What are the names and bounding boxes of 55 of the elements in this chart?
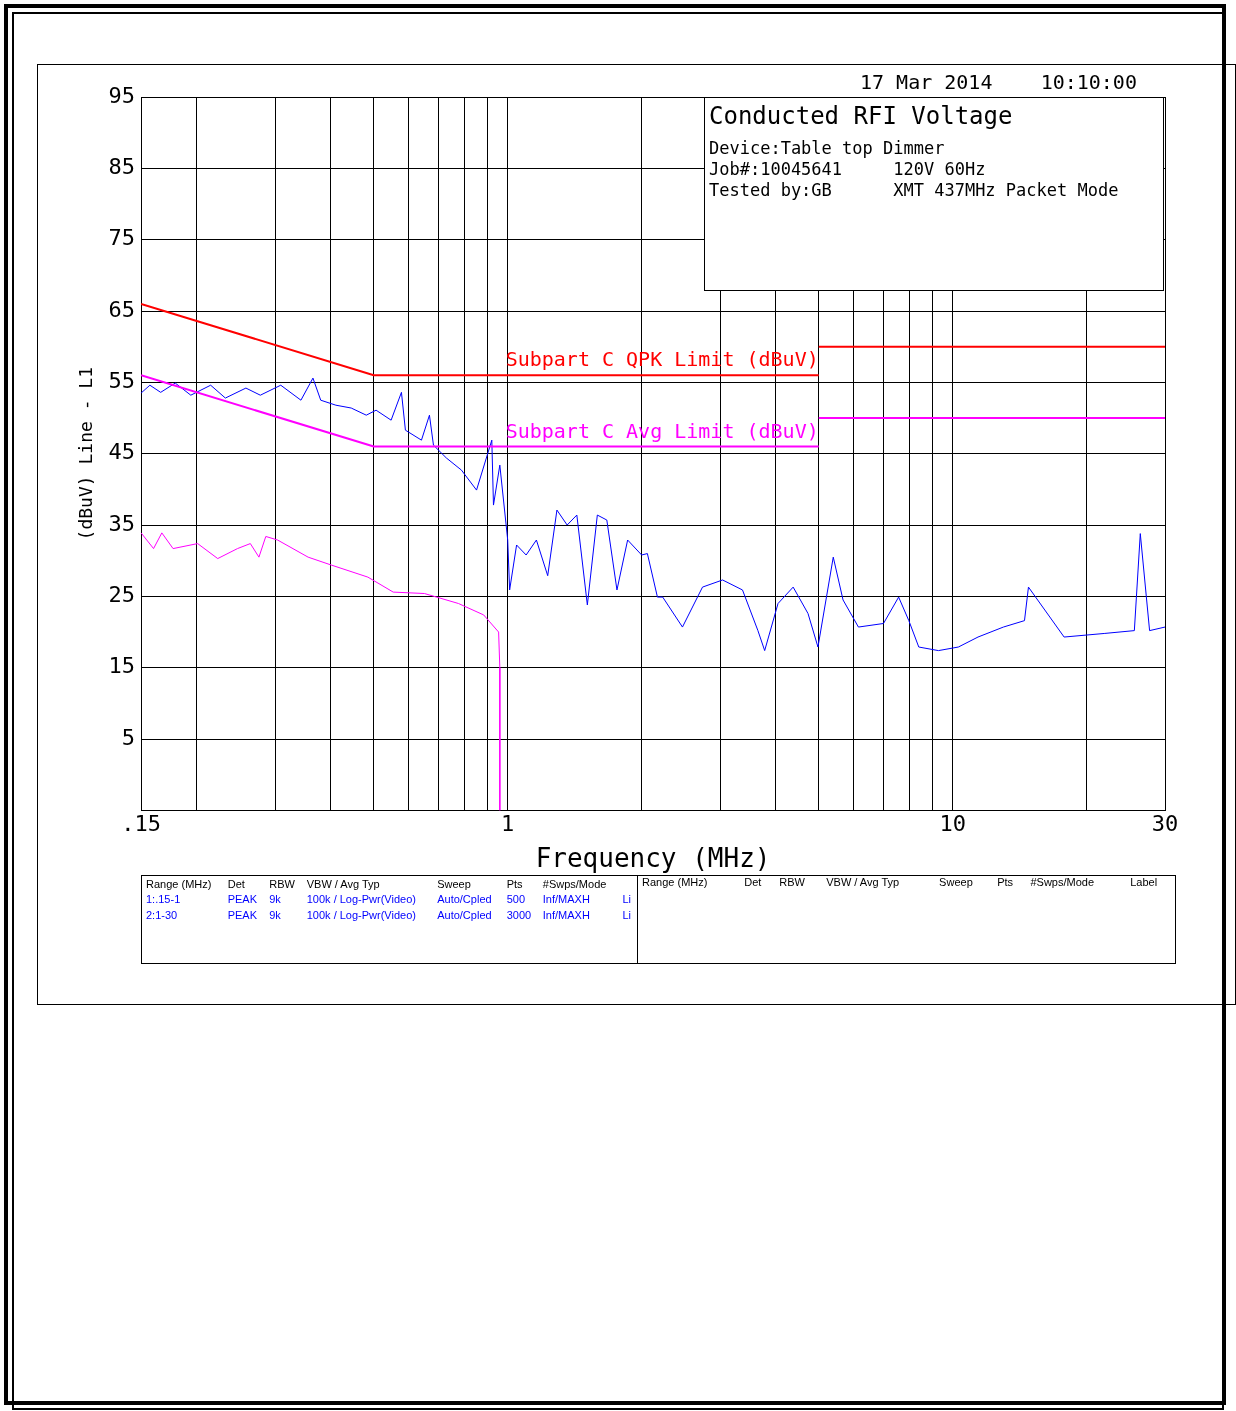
text: Auto/Cpled <box>436 908 493 923</box>
text: VBW / Avg Typ <box>305 876 381 892</box>
annotation: Job#:10045641 <box>709 159 843 179</box>
text: RBW <box>778 876 806 888</box>
text: #Swps/Mode <box>541 876 608 892</box>
text: PEAK <box>226 892 259 908</box>
y-tick-label: 75 <box>108 225 136 251</box>
x-axis-title: Frequency (MHz) <box>535 843 771 874</box>
text: 100k / Log-Pwr(Video) <box>305 908 417 923</box>
y-tick-label: 25 <box>108 582 136 608</box>
y-tick-label: 35 <box>108 510 136 536</box>
text: Li <box>621 892 632 908</box>
text: Det <box>226 876 246 892</box>
y-axis-title: (dBuV) Line - L1 <box>75 367 97 541</box>
x-tick-label: 30 <box>1151 811 1179 837</box>
text: 500 <box>505 892 526 908</box>
y-tick-label: 15 <box>108 653 136 679</box>
text: Inf/MAXH <box>541 892 591 908</box>
x-tick-label: 10 <box>939 811 966 837</box>
text: PEAK <box>226 908 259 923</box>
chart-title: Conducted RFI Voltage <box>709 102 1014 130</box>
text: Range (MHz) <box>641 876 709 888</box>
x-tick-label: .15 <box>121 811 161 837</box>
annotation: XMT 437MHz Packet Mode <box>893 180 1119 200</box>
y-tick-label: 65 <box>108 296 136 322</box>
text: 3000 <box>505 908 533 923</box>
text: Pts <box>505 876 524 892</box>
text: Pts <box>996 876 1015 888</box>
x-tick-label: 1 <box>501 811 515 837</box>
text: Inf/MAXH <box>541 908 591 923</box>
text: 9k <box>268 908 282 923</box>
annotation: Tested by:GB <box>709 180 832 200</box>
text: VBW / Avg Typ <box>825 876 901 888</box>
text: Range (MHz) <box>145 876 213 892</box>
y-tick-label: 95 <box>108 82 136 108</box>
text: 100k / Log-Pwr(Video) <box>305 892 417 908</box>
text: Sweep <box>436 876 472 892</box>
text: 9k <box>268 892 282 908</box>
y-tick-label: 45 <box>108 439 136 465</box>
text: RBW <box>268 876 296 892</box>
annotation: Device:Table top Dimmer <box>709 138 946 159</box>
y-tick-label: 85 <box>108 154 136 180</box>
text: Det <box>743 876 763 888</box>
y-tick-label: 55 <box>108 368 136 394</box>
text: Li <box>621 908 632 923</box>
text: 10:10:00 <box>1040 70 1137 94</box>
text: 1:.15-1 <box>145 892 182 908</box>
text: Label <box>1129 876 1159 888</box>
text: 17 Mar 2014 <box>860 70 993 94</box>
text: #Swps/Mode <box>1029 876 1096 888</box>
text: Sweep <box>938 876 974 888</box>
annotation: 120V 60Hz <box>893 159 986 179</box>
text: 2:1-30 <box>145 908 179 923</box>
y-tick-label: 5 <box>121 724 136 750</box>
text: Auto/Cpled <box>436 892 493 908</box>
